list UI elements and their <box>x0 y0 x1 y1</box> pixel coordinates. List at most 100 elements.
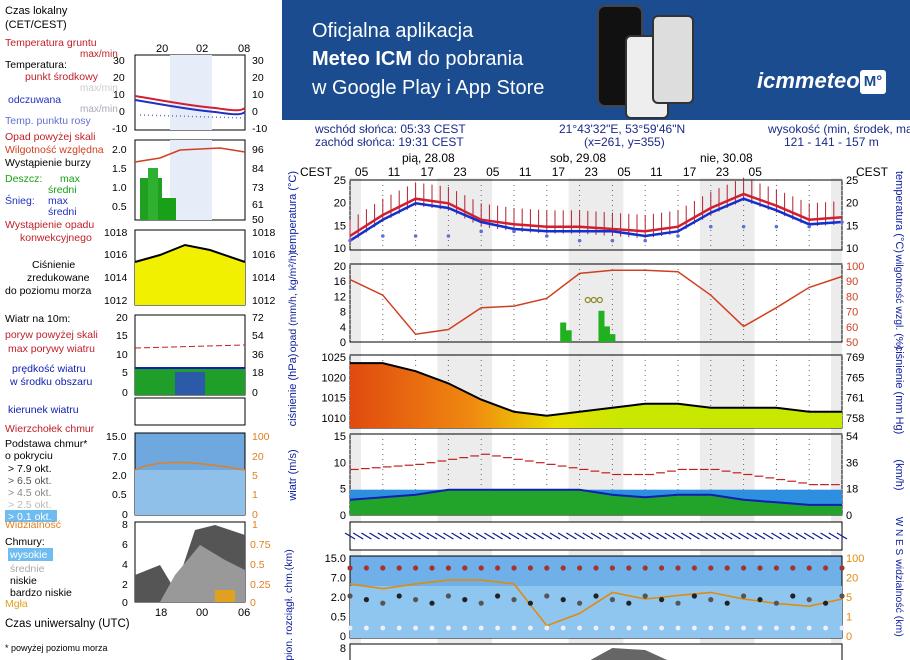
tick-label: 12 <box>334 291 346 303</box>
cloud-base-point <box>757 597 763 603</box>
okt01-swatch <box>5 510 57 522</box>
tick: 50 <box>252 214 264 226</box>
tick: 4 <box>122 559 128 571</box>
cloud-top-point <box>593 565 599 571</box>
wind-area <box>350 489 842 515</box>
cloud-top-point <box>708 565 714 571</box>
legend-panel: Czas lokalny (CET/CEST) 20 02 08 Tempera… <box>5 5 276 653</box>
cloud-top-label: Wierzchołek chmur <box>5 423 95 435</box>
tick-label: 10 <box>334 243 346 255</box>
cloud-top-point <box>511 565 517 571</box>
wind-arrow <box>705 532 717 540</box>
legend-wind-area-dark <box>175 372 205 395</box>
conv2-label: konwekcyjnego <box>20 232 92 244</box>
wind-left-ticks: 20 15 10 5 0 <box>116 312 128 399</box>
conv-label: Wystąpienie opadu <box>5 219 94 231</box>
tick: 10 <box>116 349 128 361</box>
cloud-top-point <box>347 565 353 571</box>
cloud-top-point <box>560 565 566 571</box>
cloud-top-point <box>429 565 435 571</box>
tick: 0 <box>252 509 258 521</box>
wind-arrow <box>377 532 389 540</box>
tick: 1012 <box>104 295 128 307</box>
tick-label: 761 <box>846 393 864 405</box>
cloud-low-point <box>610 625 615 631</box>
legend-cloud-band <box>135 470 245 515</box>
dew-point <box>512 229 516 234</box>
cloud-low-point <box>478 625 484 631</box>
wind-arrow <box>795 532 807 540</box>
wind-arrow <box>459 532 471 540</box>
sunrise: wschód słońca: 05:33 CEST <box>315 122 466 136</box>
cloud-base-panel: 15.0 7.0 2.0 0.5 0 100 20 5 1 0 <box>325 553 865 643</box>
tick-label: 4 <box>340 322 346 334</box>
rain-bar <box>565 330 572 342</box>
dew-point <box>807 224 811 229</box>
legend-gust-line <box>134 344 246 349</box>
day-label: nie, 30.08 <box>700 151 753 165</box>
hour-tick: 05 <box>355 165 369 179</box>
tick-label: 7.0 <box>331 573 346 585</box>
cloud-top-point <box>691 565 697 571</box>
tick: -10 <box>112 123 127 135</box>
logo-text: icmmeteo <box>757 68 860 93</box>
dew-point <box>413 234 418 238</box>
temperature-panel: 25 20 15 10 25 20 15 10 <box>334 175 859 255</box>
wind-arrow <box>574 532 585 540</box>
hour-tick: 23 <box>453 165 467 179</box>
wind-dir-label: W N E S <box>893 517 904 556</box>
wind-arrow <box>361 532 372 540</box>
tick: 15 <box>116 330 128 342</box>
tick-label: 50 <box>846 337 858 349</box>
tick: 10 <box>113 89 125 101</box>
wind-arrow <box>393 532 405 540</box>
cloud-low-point <box>446 625 451 631</box>
banner-line2: Meteo ICM do pobrania <box>312 48 523 71</box>
timezone-label-right: CEST <box>856 165 889 179</box>
app-banner[interactable]: Oficjalna aplikacja Meteo ICM do pobrani… <box>282 0 910 120</box>
cloud-base-point <box>708 597 714 603</box>
tick-label: 20 <box>846 573 858 585</box>
cloud-low-point <box>757 625 763 631</box>
cloud-right-ticks: 100 20 5 1 0 <box>252 431 270 521</box>
legend-humidity-line <box>134 147 246 163</box>
info-bar: wschód słońca: 05:33 CEST zachód słońca:… <box>282 120 910 150</box>
wind-arrow <box>648 532 659 540</box>
feels-line <box>349 197 843 242</box>
rain-max-label: max <box>60 173 81 185</box>
tick: 0.5 <box>112 201 127 213</box>
cloud-low-point <box>708 625 714 631</box>
tick: 1018 <box>252 227 276 239</box>
humidity-line <box>349 269 843 336</box>
humidity-label: Wilgotność względna <box>5 144 104 156</box>
tick-label: 765 <box>846 372 864 384</box>
banner-app-name: Meteo ICM <box>312 48 412 70</box>
time-tick: 02 <box>196 43 208 55</box>
cloud-base-point <box>363 597 369 603</box>
cloud-cover-area <box>590 648 668 660</box>
wind-ylabel-left: wiatr (m/s) <box>287 449 299 501</box>
cloud-base-point <box>511 597 517 603</box>
tick-label: 1010 <box>322 413 346 425</box>
wind-arrow <box>713 532 725 540</box>
hour-tick: 11 <box>519 165 532 179</box>
wind-arrow <box>590 532 602 540</box>
dew-point <box>545 234 549 238</box>
tick: 18 <box>252 367 264 379</box>
cloud-low-point <box>675 625 681 631</box>
logo-badge: M° <box>860 70 886 94</box>
wind-arrow <box>475 532 487 540</box>
tick-label: 36 <box>846 457 858 469</box>
cloud-base-point <box>445 593 451 599</box>
wind-arrow <box>656 532 667 540</box>
wind-arrow <box>746 532 758 540</box>
storm-marker <box>590 296 597 304</box>
cloud-base-point <box>544 593 550 599</box>
hour-tick: 17 <box>683 165 697 179</box>
dew-point <box>446 234 451 238</box>
cloud-ylabel-left: pion. rozciągł. chm.(km) <box>283 549 295 660</box>
wind-arrow <box>426 532 438 540</box>
tick: 2.0 <box>112 144 127 156</box>
wind-arrow <box>721 532 733 540</box>
hour-tick: 17 <box>421 165 435 179</box>
